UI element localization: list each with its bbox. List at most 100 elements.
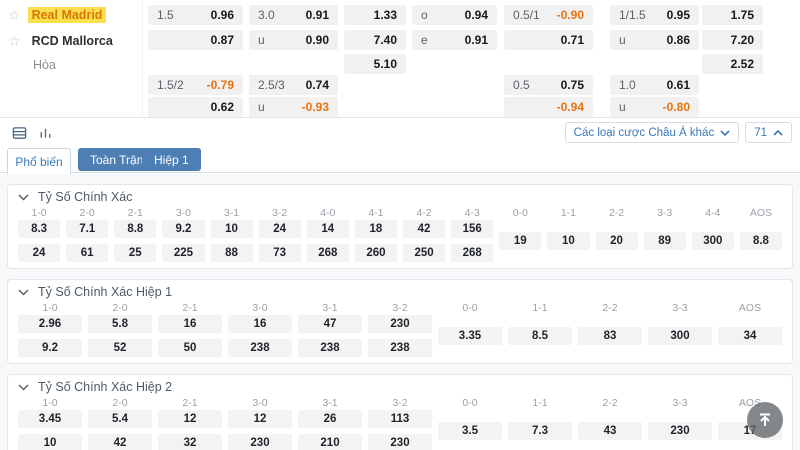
odds-cell[interactable]: 300 [691,232,734,250]
section-header[interactable]: Tỷ Số Chính Xác Hiệp 2 [18,378,782,395]
odds-cell[interactable]: 8.3 [18,220,61,238]
odds-cell[interactable]: 230 [228,434,292,450]
odds-cell-under-b2[interactable]: u -0.80 [610,97,699,117]
odds-cell[interactable]: 230 [368,315,432,333]
odds-cell[interactable]: 230 [648,422,712,440]
odds-cell[interactable]: 7.3 [508,422,572,440]
odds-cell[interactable]: 268 [451,244,494,262]
odds-cell[interactable]: 26 [298,410,362,428]
odds-cell[interactable]: 61 [66,244,109,262]
odds-cell[interactable]: 25 [114,244,157,262]
odds-cell[interactable]: 3.35 [438,327,502,345]
odds-cell-under[interactable]: u 0.90 [249,30,338,50]
odds-cell-handicap2-home[interactable]: 1.5/2 -0.79 [148,75,243,95]
odds-cell[interactable]: 12 [158,410,222,428]
section-header[interactable]: Tỷ Số Chính Xác [18,188,782,205]
odds-cell[interactable]: 32 [158,434,222,450]
odds-cell[interactable]: 88 [210,244,253,262]
odds-cell-over2[interactable]: 2.5/3 0.74 [249,75,338,95]
odds-cell[interactable]: 43 [578,422,642,440]
odds-cell[interactable]: 113 [368,410,432,428]
odds-cell-even[interactable]: e 0.91 [412,30,497,50]
odds-cell[interactable]: 42 [403,220,446,238]
odds-cell[interactable]: 20 [595,232,638,250]
odds-cell[interactable]: 260 [354,244,397,262]
odds-cell[interactable]: 238 [368,339,432,357]
odds-cell-1x2-draw[interactable]: 5.10 [344,54,406,74]
odds-cell-1x2-away[interactable]: 7.40 [344,30,406,50]
tab-first-half[interactable]: Hiệp 1 [142,148,201,171]
odds-cell[interactable]: 300 [648,327,712,345]
odds-cell[interactable]: 238 [298,339,362,357]
odds-cell[interactable]: 156 [451,220,494,238]
odds-cell-over-b[interactable]: 1/1.5 0.95 [610,5,699,25]
odds-cell[interactable]: 19 [499,232,542,250]
odds-value: -0.90 [556,8,584,22]
odds-cell[interactable]: 225 [162,244,205,262]
odds-cell[interactable]: 18 [354,220,397,238]
odds-cell[interactable]: 52 [88,339,152,357]
odds-cell[interactable]: 42 [88,434,152,450]
odds-cell-handicap-b-home[interactable]: 0.5/1 -0.90 [504,5,593,25]
odds-cell-under2[interactable]: u -0.93 [249,97,338,117]
odds-cell[interactable]: 8.8 [114,220,157,238]
market-count-collapse[interactable]: 71 [745,122,792,143]
odds-cell-handicap2-away[interactable]: 0.62 [148,97,243,117]
odds-cell[interactable]: 8.5 [508,327,572,345]
odds-cell-1x2-b-draw[interactable]: 2.52 [702,54,763,74]
odds-cell[interactable]: 2.96 [18,315,82,333]
odds-cell[interactable]: 50 [158,339,222,357]
odds-cell[interactable]: 34 [718,327,782,345]
odds-cell[interactable]: 47 [298,315,362,333]
odds-cell[interactable]: 9.2 [162,220,205,238]
table-view-icon[interactable] [8,123,30,143]
section-header[interactable]: Tỷ Số Chính Xác Hiệp 1 [18,283,782,300]
odds-cell-under-b[interactable]: u 0.86 [610,30,699,50]
odds-cell[interactable]: 24 [18,244,61,262]
odds-cell-handicap-b-away[interactable]: 0.71 [504,30,593,50]
odds-cell[interactable]: 16 [158,315,222,333]
odds-cell[interactable]: 250 [403,244,446,262]
odds-cell-1x2-home[interactable]: 1.33 [344,5,406,25]
odds-cell[interactable]: 83 [578,327,642,345]
odds-cell[interactable]: 268 [306,244,349,262]
odds-cell[interactable]: 73 [258,244,301,262]
favorite-star-icon[interactable]: ☆ [8,7,21,23]
odds-cell[interactable]: 24 [258,220,301,238]
tab-full-match[interactable]: Toàn Trận [78,148,156,171]
odds-cell-handicap-home[interactable]: 1.5 0.96 [148,5,243,25]
favorite-star-icon[interactable]: ☆ [8,33,21,49]
odds-cell[interactable]: 230 [368,434,432,450]
odds-cell[interactable]: 10 [210,220,253,238]
odds-cell-handicap-b2-home[interactable]: 0.5 0.75 [504,75,593,95]
odds-cell[interactable]: 10 [18,434,82,450]
chart-view-icon[interactable] [34,123,56,143]
odds-cell-over-b2[interactable]: 1.0 0.61 [610,75,699,95]
scroll-to-top-button[interactable] [747,402,783,438]
odds-cell[interactable]: 5.4 [88,410,152,428]
odds-cell-over[interactable]: 3.0 0.91 [249,5,338,25]
section-correct-score-half1: Tỷ Số Chính Xác Hiệp 1 1-0 2.96 9.2 2-0 5.8 5… [7,279,793,364]
odds-cell[interactable]: 5.8 [88,315,152,333]
handicap-line: 0.5 [513,78,530,92]
tab-popular[interactable]: Phổ biến [7,148,71,174]
odds-cell[interactable]: 89 [643,232,686,250]
odds-cell-handicap-b2-away[interactable]: -0.94 [504,97,593,117]
odds-cell[interactable]: 14 [306,220,349,238]
odds-cell[interactable]: 16 [228,315,292,333]
odds-cell[interactable]: 3.5 [438,422,502,440]
odds-cell[interactable]: 7.1 [66,220,109,238]
odds-cell[interactable]: 210 [298,434,362,450]
odds-cell[interactable]: 238 [228,339,292,357]
other-asian-markets-dropdown[interactable]: Các loại cược Châu Á khác [564,122,740,143]
odds-cell[interactable]: 12 [228,410,292,428]
odds-cell-odd[interactable]: o 0.94 [412,5,497,25]
score-label: 1-0 [42,302,58,314]
odds-cell-1x2-b-away[interactable]: 7.20 [702,30,763,50]
odds-cell[interactable]: 10 [547,232,590,250]
odds-cell[interactable]: 3.45 [18,410,82,428]
odds-cell[interactable]: 9.2 [18,339,82,357]
odds-cell-1x2-b-home[interactable]: 1.75 [702,5,763,25]
odds-cell[interactable]: 8.8 [739,232,782,250]
odds-cell-handicap-away[interactable]: 0.87 [148,30,243,50]
